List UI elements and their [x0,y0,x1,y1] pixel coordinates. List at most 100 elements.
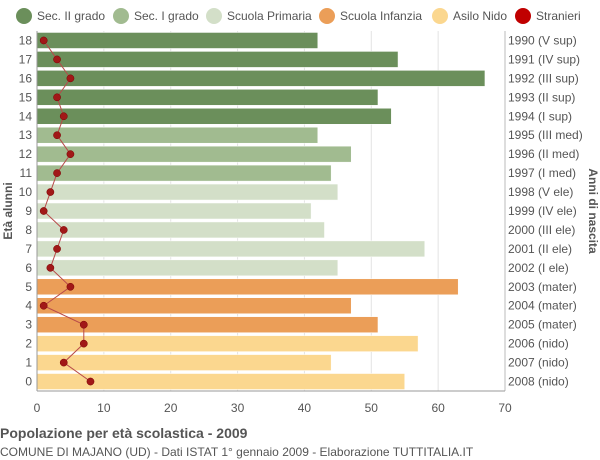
bar[interactable] [36,297,352,314]
bar[interactable] [36,335,419,352]
y-tick-label-right: 1998 (V ele) [508,185,573,199]
bar[interactable] [36,70,486,87]
y-tick-label: 18 [19,33,33,47]
stranieri-point [86,377,95,386]
bar[interactable] [36,221,325,239]
bar[interactable] [36,51,399,68]
bar[interactable] [36,202,312,220]
y-tick-label: 14 [19,109,33,123]
x-tick-label: 10 [97,401,111,415]
bar[interactable] [36,278,459,296]
stranieri-point [53,131,61,140]
y-tick-label-right: 2008 (nido) [508,375,569,389]
y-tick-label: 6 [25,261,32,275]
legend-swatch [515,8,531,24]
stranieri-point [59,226,68,234]
x-tick-label: 0 [34,401,41,415]
chart-footer-subtitle: COMUNE DI MAJANO (UD) - Dati ISTAT 1° ge… [0,445,474,459]
legend-label: Stranieri [536,9,581,23]
y-tick-label-right: 1994 (I sup) [508,109,572,123]
bar[interactable] [36,89,379,106]
y-tick-label-right: 2006 (nido) [508,337,569,351]
x-tick-label: 30 [231,401,245,415]
y-tick-label-right: 1991 (IV sup) [508,52,580,66]
y-tick-label-right: 2002 (I ele) [508,261,569,275]
y-tick-label: 15 [19,90,33,104]
y-tick-label-right: 2005 (mater) [508,318,577,332]
bar[interactable] [36,164,332,182]
y-tick-label: 8 [25,223,32,237]
legend-label: Asilo Nido [453,9,508,23]
stranieri-point [53,245,61,253]
legend-label: Scuola Infanzia [340,9,423,23]
legend-item-sec-i-grado[interactable]: Sec. I grado [113,4,199,28]
y-tick-label-right: 1990 (V sup) [508,33,577,47]
y-tick-label: 10 [19,185,33,199]
stranieri-point [53,55,61,64]
x-tick-label: 40 [298,401,312,415]
legend: Sec. II grado Sec. I grado Scuola Primar… [0,4,600,28]
stranieri-point [53,93,61,102]
legend-item-asilo-nido[interactable]: Asilo Nido [432,4,507,28]
legend-swatch [206,8,222,24]
legend-swatch [16,8,32,24]
y-tick-label-right: 2007 (nido) [508,356,569,370]
y-tick-label: 12 [19,147,33,161]
y-tick-label-right: 2000 (III ele) [508,223,575,237]
chart-footer-title: Popolazione per età scolastica - 2009 [0,425,248,441]
bar[interactable] [36,32,319,49]
x-tick-label: 60 [431,401,445,415]
bar[interactable] [36,145,352,163]
y-tick-label-right: 1992 (III sup) [508,71,579,85]
bar[interactable] [36,354,332,371]
legend-label: Scuola Primaria [227,9,312,23]
y-tick-label-right: 1997 (I med) [508,166,576,180]
y-tick-label: 1 [25,356,32,370]
legend-item-stranieri[interactable]: Stranieri [515,4,581,28]
y-axis-title: Età alunni [1,182,15,239]
stranieri-point [46,263,55,272]
y-tick-label-right: 1993 (II sup) [508,90,575,104]
bar[interactable] [36,259,339,277]
y-tick-label: 0 [25,375,32,389]
legend-swatch [113,8,129,24]
legend-item-scuola-infanzia[interactable]: Scuola Infanzia [319,4,422,28]
bar[interactable] [36,126,319,144]
y-tick-label: 16 [19,71,33,85]
stranieri-point [46,188,55,196]
y-tick-label: 13 [19,128,33,142]
y-axis-title-right: Anni di nascita [586,168,600,254]
y-tick-label-right: 2003 (mater) [508,280,577,294]
legend-item-sec-ii-grado[interactable]: Sec. II grado [16,4,105,28]
stranieri-point [39,301,48,310]
legend-swatch [319,8,335,24]
bar[interactable] [36,316,379,333]
stranieri-point [39,207,48,215]
legend-item-scuola-primaria[interactable]: Scuola Primaria [206,4,312,28]
stranieri-point [66,282,75,291]
y-tick-label-right: 2004 (mater) [508,299,577,313]
stranieri-point [66,150,75,159]
y-tick-label: 17 [19,52,33,66]
x-tick-label: 50 [365,401,379,415]
y-tick-label: 4 [25,299,32,313]
y-tick-label-right: 2001 (II ele) [508,242,572,256]
y-tick-label: 9 [25,204,32,218]
legend-label: Sec. I grado [134,9,199,23]
x-tick-label: 70 [498,401,512,415]
y-tick-label: 3 [25,318,32,332]
x-tick-label: 20 [164,401,178,415]
y-tick-label: 5 [25,280,32,294]
bar[interactable] [36,240,426,258]
bar[interactable] [36,108,392,125]
bar[interactable] [36,183,339,201]
y-tick-label-right: 1996 (II med) [508,147,579,161]
stranieri-point [79,339,88,348]
y-tick-label: 7 [25,242,32,256]
legend-label: Sec. II grado [37,9,106,23]
y-tick-label-right: 1999 (IV ele) [508,204,577,218]
stranieri-point [79,320,88,329]
stranieri-point [59,112,68,121]
stranieri-point [66,74,75,83]
stranieri-point [53,169,61,177]
